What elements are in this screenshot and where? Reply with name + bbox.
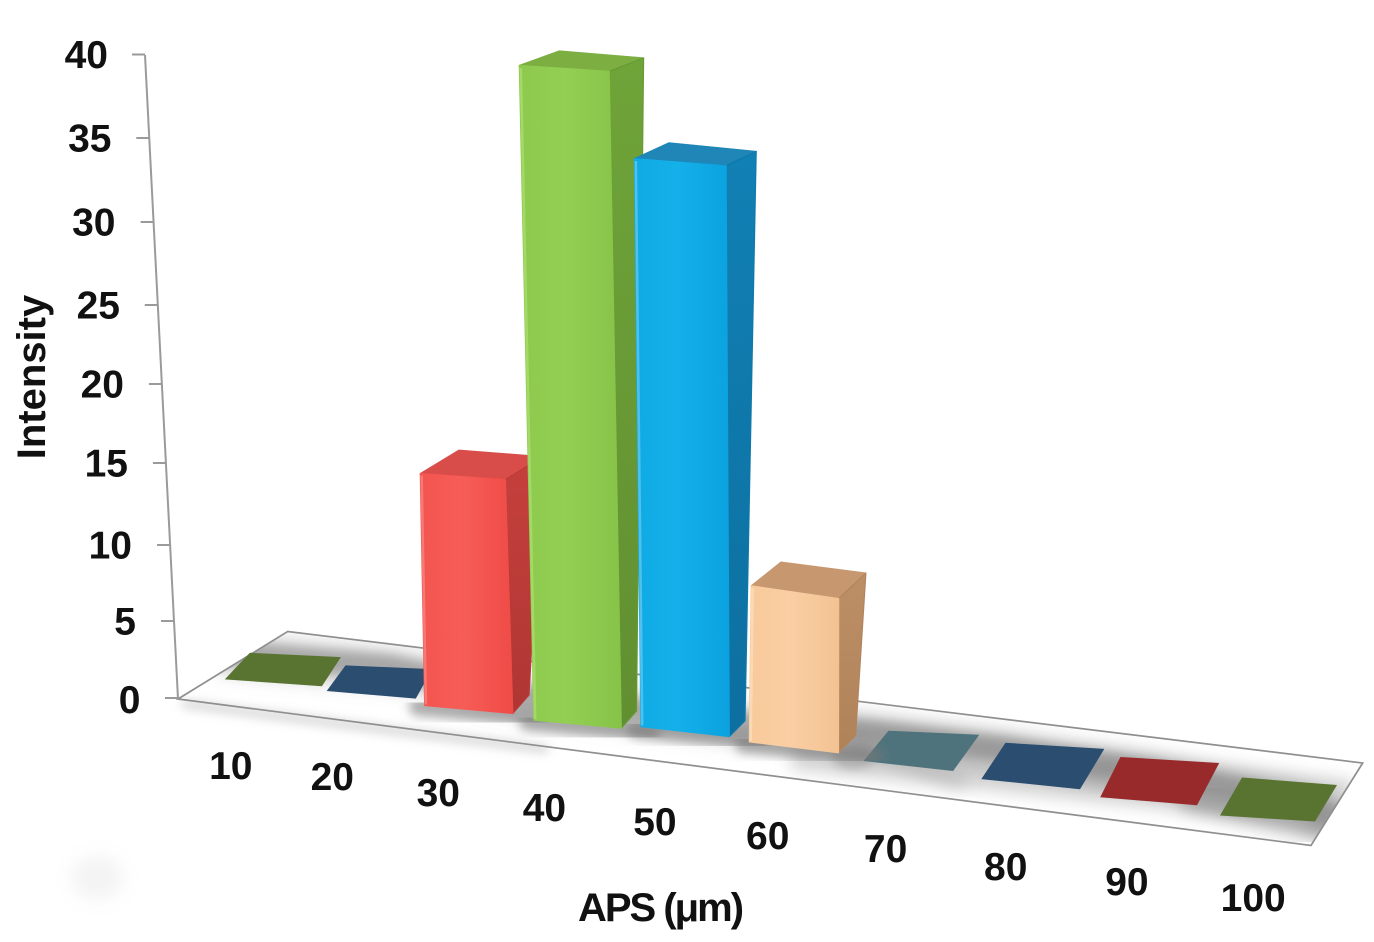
svg-text:10: 10	[209, 745, 252, 788]
svg-text:90: 90	[1105, 861, 1148, 904]
svg-text:35: 35	[68, 118, 111, 161]
svg-text:0: 0	[119, 679, 141, 722]
svg-text:25: 25	[77, 285, 120, 328]
svg-text:10: 10	[89, 525, 132, 568]
svg-text:20: 20	[81, 364, 124, 407]
svg-text:60: 60	[746, 815, 789, 858]
svg-text:15: 15	[85, 443, 128, 486]
svg-text:APS (μm): APS (μm)	[578, 886, 743, 930]
svg-text:80: 80	[984, 846, 1027, 889]
svg-text:5: 5	[114, 601, 136, 644]
svg-text:20: 20	[311, 756, 354, 799]
svg-text:30: 30	[417, 772, 460, 815]
svg-text:40: 40	[65, 34, 108, 77]
svg-text:30: 30	[72, 202, 115, 245]
svg-text:Intensity: Intensity	[10, 294, 54, 459]
svg-text:70: 70	[864, 828, 907, 871]
svg-text:100: 100	[1221, 877, 1286, 920]
svg-text:50: 50	[633, 801, 676, 844]
svg-text:40: 40	[523, 787, 566, 830]
